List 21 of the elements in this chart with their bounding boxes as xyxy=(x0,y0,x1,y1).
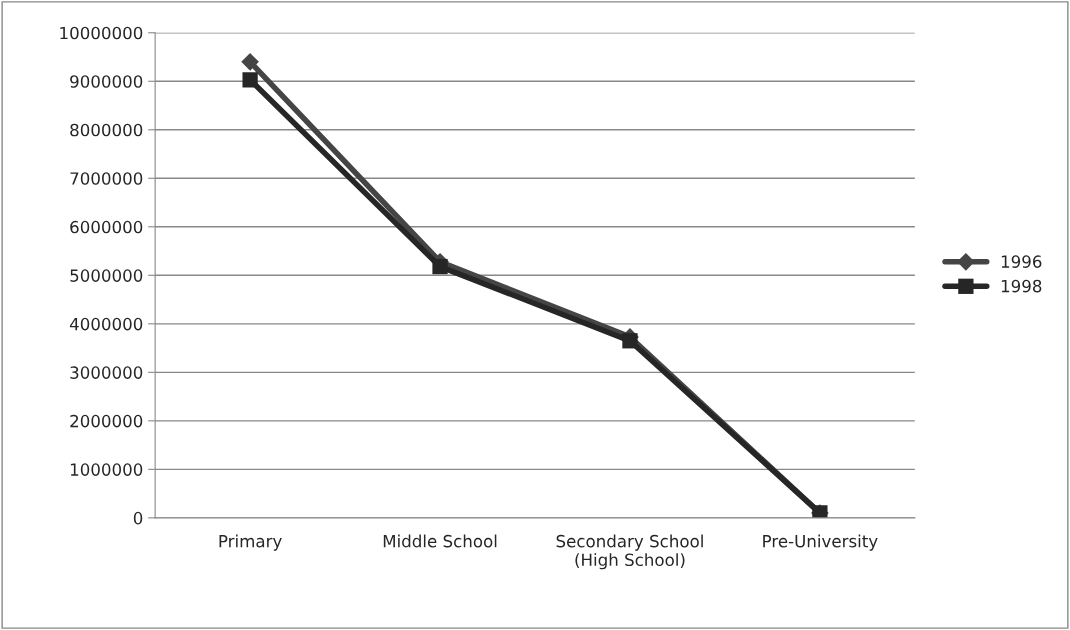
y-tick-label: 0 xyxy=(133,511,143,525)
x-tick-label: Pre-University xyxy=(763,534,878,551)
legend-label: 1998 xyxy=(1001,279,1042,293)
x-tick-label: Primary xyxy=(219,534,282,551)
y-tick-label: 7000000 xyxy=(70,172,143,185)
point xyxy=(622,333,638,349)
y-tick-label: 5000000 xyxy=(70,269,143,282)
y-tick-label: 10000000 xyxy=(60,26,143,40)
y-tick-label: 3000000 xyxy=(70,366,143,379)
y-tick-label: 2000000 xyxy=(70,414,143,428)
y-tick-label: 4000000 xyxy=(69,317,143,331)
legend-label: 1996 xyxy=(1001,255,1042,268)
y-tick-label: 9000000 xyxy=(70,75,143,88)
y-tick-label: 1000000 xyxy=(70,463,143,476)
x-tick-label: Secondary School (High School) xyxy=(556,534,703,570)
point xyxy=(432,258,448,275)
point xyxy=(241,53,259,71)
x-tick-label: Middle School xyxy=(383,534,497,548)
point xyxy=(242,72,258,88)
y-tick-label: 6000000 xyxy=(70,220,143,234)
y-tick-label: 8000000 xyxy=(70,123,143,137)
